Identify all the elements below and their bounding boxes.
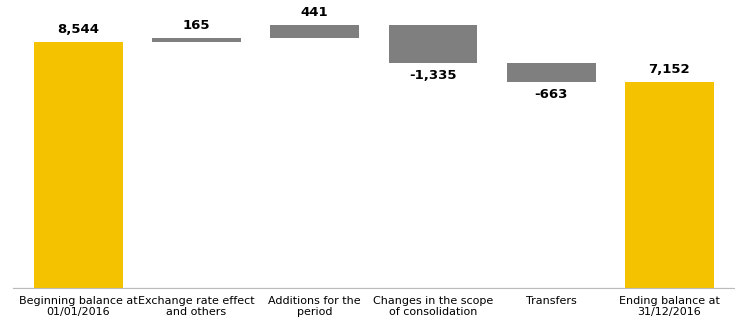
Bar — [507, 63, 596, 82]
Bar — [270, 25, 359, 37]
Text: -1,335: -1,335 — [409, 69, 457, 82]
Bar — [152, 37, 240, 42]
Text: 441: 441 — [301, 6, 329, 19]
Text: 7,152: 7,152 — [648, 63, 690, 76]
Text: 165: 165 — [183, 18, 210, 32]
Bar — [625, 82, 714, 287]
Text: 8,544: 8,544 — [57, 23, 99, 36]
Bar — [34, 42, 123, 287]
Text: -663: -663 — [534, 88, 568, 101]
Bar — [388, 25, 477, 63]
